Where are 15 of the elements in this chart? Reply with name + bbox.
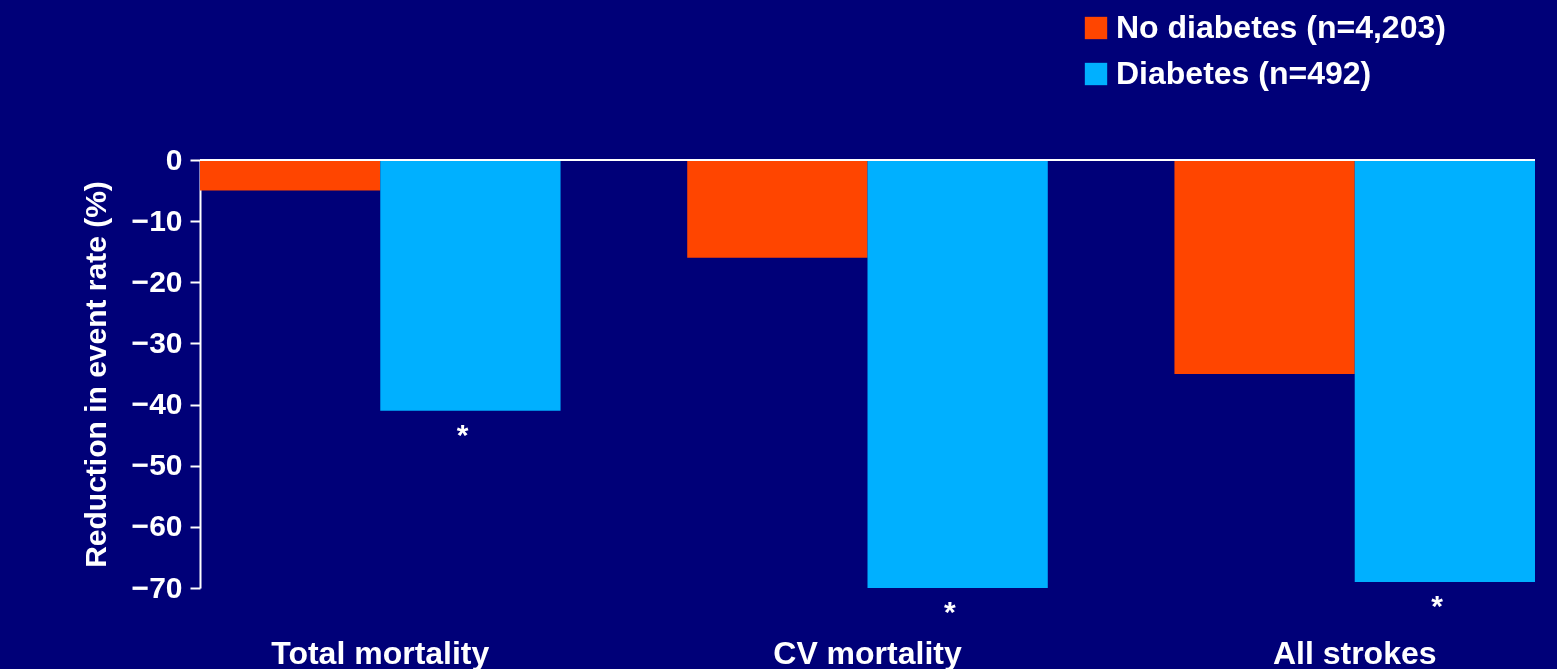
y-tick-label: −40 bbox=[131, 387, 183, 421]
annotation: * bbox=[1431, 588, 1444, 622]
y-tick-label: −50 bbox=[131, 448, 183, 482]
annotation: * bbox=[456, 417, 469, 451]
annotation: * bbox=[943, 595, 956, 628]
y-tick-label: −30 bbox=[131, 325, 183, 359]
y-tick-label: −60 bbox=[131, 509, 183, 543]
y-tick-label: −10 bbox=[131, 203, 183, 237]
legend-label: No diabetes (n=4,203) bbox=[1116, 9, 1446, 45]
y-tick-label: −20 bbox=[131, 264, 183, 298]
legend-label: Diabetes (n=492) bbox=[1116, 55, 1372, 91]
y-axis-title: Reduction in event rate (%) bbox=[78, 181, 112, 568]
y-tick-label: 0 bbox=[165, 142, 183, 176]
x-tick-label: All strokes bbox=[1272, 634, 1437, 669]
y-tick-label: −70 bbox=[131, 570, 183, 604]
